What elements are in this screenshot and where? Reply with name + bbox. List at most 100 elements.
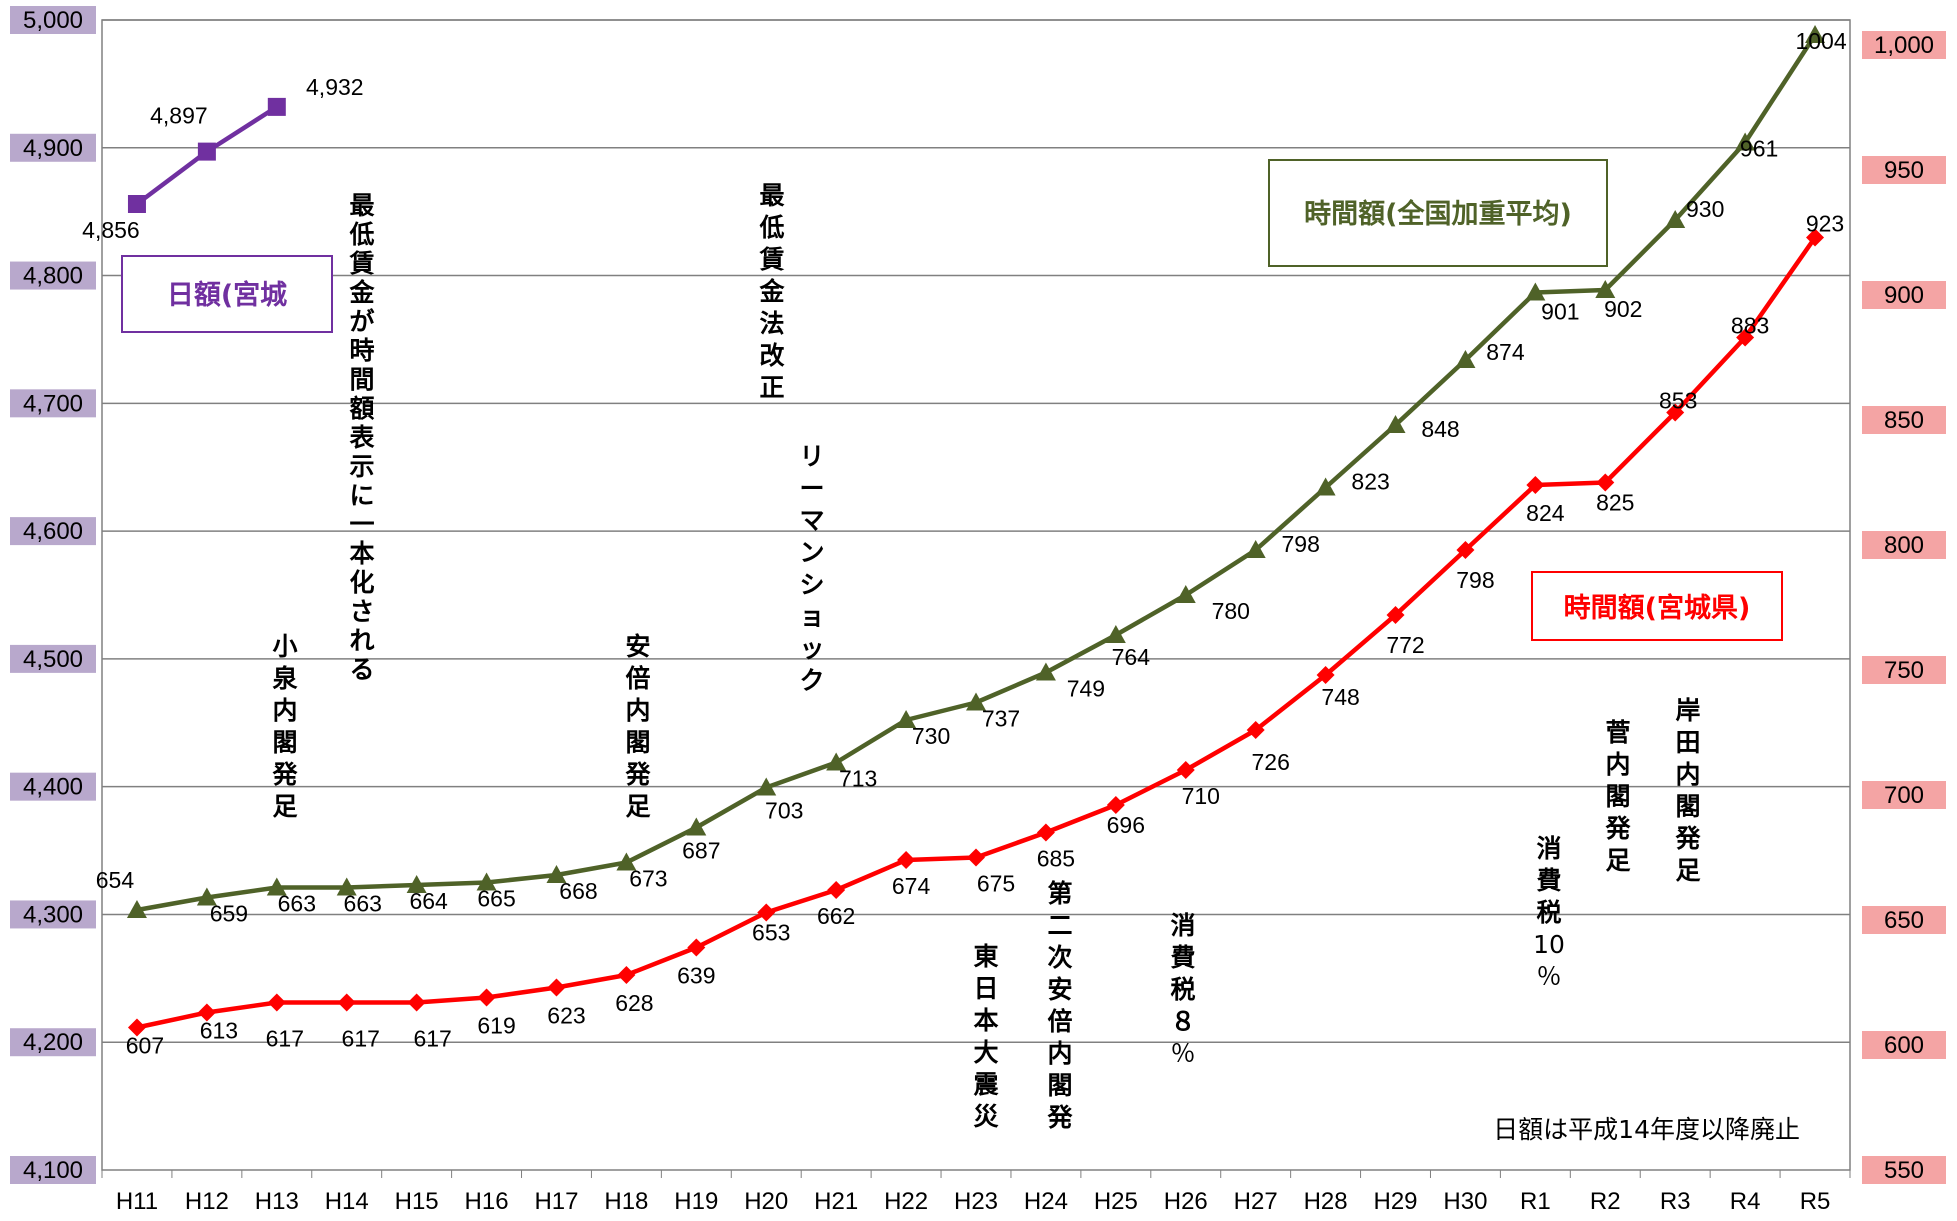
annotation-char: 一 [349, 510, 374, 539]
data-point [827, 881, 846, 899]
data-label: 853 [1659, 388, 1697, 414]
annotation-char: ッ [799, 634, 824, 663]
data-point [196, 887, 217, 906]
right-tick-label: 850 [1884, 407, 1924, 434]
left-tick-bg [10, 133, 96, 162]
annotation-char: 閣 [1047, 1071, 1072, 1100]
x-tick-label: R4 [1730, 1188, 1761, 1215]
data-point [546, 865, 567, 883]
annotation-char: 間 [349, 365, 374, 394]
right-tick-bg [1862, 1156, 1946, 1184]
annotation-char: 費 [1535, 866, 1561, 895]
annotation-char: 金 [758, 277, 785, 306]
annotation-h20: 最低賃金法改正 [758, 181, 785, 402]
x-axis-ticks: H11 H12 H13 H14 H15 H16 H17 H18 H19 H20 H21 H22 H23 H… [116, 1188, 1831, 1215]
data-point [476, 872, 497, 891]
annotation-char: 示 [349, 452, 374, 481]
annotation-char: 足 [272, 792, 297, 821]
x-tick-label: H15 [395, 1188, 439, 1215]
x-tick-label: R1 [1520, 1188, 1551, 1215]
data-point [1526, 476, 1545, 494]
data-point [127, 1018, 146, 1037]
data-label: 696 [1107, 812, 1145, 838]
left-tick-label: 5,000 [23, 7, 83, 34]
data-point [267, 993, 286, 1012]
x-tick-label: H12 [185, 1188, 229, 1215]
gridlines [101, 19, 1851, 1178]
annotation-char: 発 [1046, 1103, 1073, 1132]
data-label: 703 [765, 798, 803, 824]
annotation-char: ク [799, 666, 824, 695]
annotation-char: 第 [1047, 879, 1072, 908]
x-tick-label: H16 [465, 1188, 509, 1215]
annotation-char: 日 [973, 974, 998, 1003]
left-tick-bg [10, 517, 96, 546]
data-point [757, 903, 776, 922]
annotation-h14: 最低賃金が時間額表示に一本化される [348, 191, 375, 684]
annotation-h13: 小泉内閣発足 [271, 632, 298, 821]
x-tick-label: R3 [1660, 1188, 1691, 1215]
annotation-char: 費 [1169, 943, 1195, 972]
data-label: 780 [1212, 598, 1250, 624]
data-label: 663 [344, 891, 382, 917]
x-tick-label: H14 [325, 1188, 369, 1215]
annotation-char: 賃 [348, 249, 374, 278]
legend-daily-label: 日額(宮城 [167, 279, 287, 311]
data-label: 713 [839, 766, 877, 792]
data-label: 749 [1067, 676, 1105, 702]
data-label: 665 [477, 886, 515, 912]
left-tick-label: 4,100 [23, 1157, 83, 1184]
data-label: 737 [982, 706, 1020, 732]
x-tick-label: H24 [1024, 1188, 1068, 1215]
data-label: 930 [1686, 196, 1724, 222]
annotation-char: ン [799, 538, 824, 567]
data-label: 663 [278, 891, 316, 917]
left-tick-label: 4,800 [23, 263, 83, 290]
data-point [197, 1003, 216, 1022]
annotation-char: 内 [1675, 760, 1700, 789]
annotation-char: 足 [625, 792, 650, 821]
annotation-char: 消 [1536, 834, 1561, 863]
data-label: 901 [1541, 299, 1579, 325]
data-point [547, 978, 566, 997]
annotation-char: ８ [1170, 1007, 1195, 1036]
left-tick-bg [10, 772, 96, 801]
data-point [1036, 823, 1055, 842]
data-label: 961 [1740, 136, 1778, 162]
annotation-char: 賃 [758, 245, 784, 274]
annotation-char: 発 [271, 760, 298, 789]
annotation-char: 二 [1047, 911, 1072, 940]
x-tick-label: H22 [884, 1188, 928, 1215]
data-point [1106, 796, 1125, 814]
data-point [686, 817, 707, 836]
annotation-char: 低 [758, 213, 784, 242]
data-point [1735, 132, 1756, 151]
left-tick-bg [10, 1028, 96, 1057]
annotation-char: マ [799, 506, 824, 535]
data-point [1035, 662, 1056, 681]
left-tick-bg [10, 6, 96, 34]
data-label: 4,932 [306, 74, 364, 100]
x-tick-label: R5 [1800, 1188, 1831, 1215]
annotation-char: 表 [349, 423, 375, 452]
annotation-char: 足 [1605, 846, 1630, 875]
data-label: 659 [210, 901, 248, 927]
chart-note: 日額は平成14年度以降廃止 [1493, 1115, 1800, 1144]
data-point [266, 877, 287, 896]
data-label: 772 [1386, 632, 1424, 658]
right-tick-bg [1862, 1031, 1946, 1059]
annotation-char: 安 [1047, 975, 1072, 1004]
annotation-char: 改 [759, 341, 784, 370]
x-tick-label: H19 [674, 1188, 718, 1215]
data-label: 764 [1112, 644, 1151, 670]
data-label: 710 [1182, 783, 1220, 809]
data-label: 798 [1281, 531, 1319, 557]
left-axis-ticks: 4,100 4,200 4,300 4,400 4,500 4,600 4,700 4,800… [10, 6, 96, 1184]
data-point [1665, 210, 1686, 228]
x-tick-label: H26 [1164, 1188, 1208, 1215]
data-label: 664 [409, 888, 448, 914]
data-point [1246, 721, 1265, 739]
left-tick-label: 4,700 [23, 390, 83, 417]
annotation-r1: 消費税 10 ％ [1533, 834, 1565, 991]
data-label: 726 [1251, 749, 1289, 775]
